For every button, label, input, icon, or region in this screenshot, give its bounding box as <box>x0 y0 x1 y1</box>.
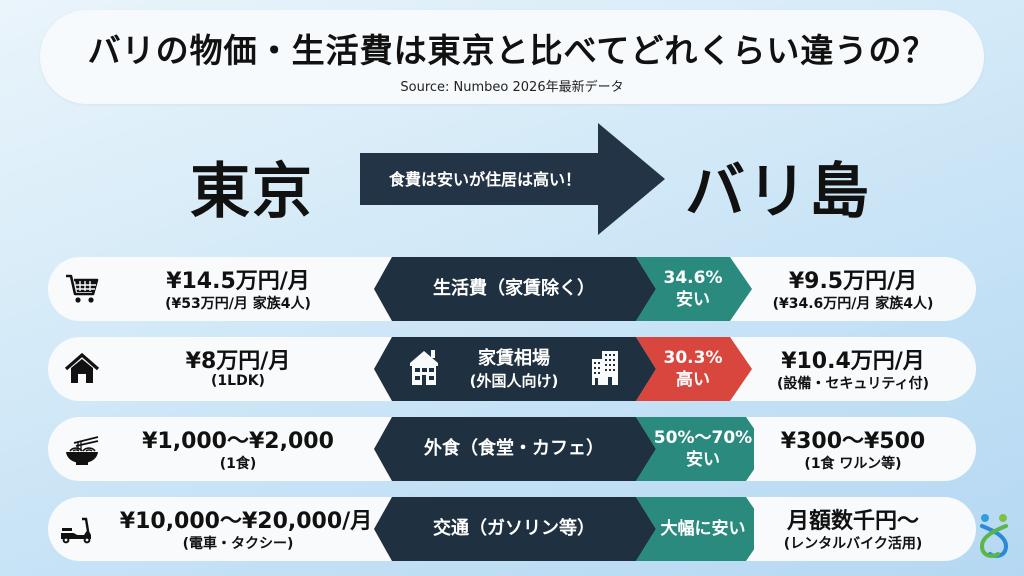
category-title: 外食（食堂・カフェ） <box>424 438 604 459</box>
bali-value: ¥9.5万円/月 <box>788 269 918 294</box>
category-title: 交通（ガソリン等） <box>433 518 595 539</box>
bali-note: (1食 ワルン等) <box>804 456 902 472</box>
tokyo-cell <box>48 257 418 321</box>
bali-note: (レンタルバイク活用) <box>783 536 923 552</box>
bali-note: (設備・セキュリティ付) <box>777 376 929 392</box>
house-icon <box>64 352 100 383</box>
category-ribbon <box>374 337 752 401</box>
bali-value: 月額数千円〜 <box>786 509 919 534</box>
category-title: 家賃相場 <box>478 348 550 369</box>
comparison-row-transport: ¥10,000〜¥20,000/月 (電車・タクシー) 交通（ガソリン等） 大幅… <box>48 497 976 561</box>
shopping-cart-icon <box>66 274 99 303</box>
difference-badge: 大幅に安い <box>638 497 768 561</box>
difference-label: 大幅に安い <box>660 519 746 539</box>
bali-note: (¥34.6万円/月 家族4人) <box>772 296 934 312</box>
bali-value: ¥10.4万円/月 <box>781 349 925 374</box>
scooter-icon <box>61 517 91 544</box>
difference-badge: 34.6% 安い <box>638 257 748 321</box>
difference-percent: 34.6% <box>663 268 723 288</box>
difference-percent: 50%〜70% <box>653 428 753 448</box>
tokyo-value: ¥14.5万円/月 <box>166 269 310 294</box>
difference-badge: 50%〜70% 安い <box>638 417 768 481</box>
category-label: 交通（ガソリン等） <box>394 497 634 561</box>
title-banner: バリの物価・生活費は東京と比べてどれくらい違うの？ Source: Numbeo… <box>40 10 984 104</box>
difference-badge: 30.3% 高い <box>638 337 748 401</box>
page-title: バリの物価・生活費は東京と比べてどれくらい違うの？ <box>87 31 937 70</box>
category-label: 生活費（家賃除く） <box>394 257 634 321</box>
to-city-label: バリ島 <box>685 157 871 227</box>
bali-value: ¥300〜¥500 <box>780 429 926 454</box>
tokyo-note: (¥53万円/月 家族4人) <box>165 296 311 312</box>
comparison-row-rent: ¥8万円/月 (1LDK) 家賃相場 (外国人向け) <box>48 337 976 401</box>
difference-direction: 安い <box>686 450 720 470</box>
comparison-row-dining: ¥1,000〜¥2,000 (1食) 外食（食堂・カフェ） 50%〜70% 安い… <box>48 417 976 481</box>
category-ribbon <box>374 417 754 481</box>
category-subtitle: (外国人向け) <box>469 372 559 390</box>
tokyo-value: ¥10,000〜¥20,000/月 <box>119 509 373 534</box>
difference-direction: 安い <box>676 290 710 310</box>
tokyo-note: (1LDK) <box>211 373 265 389</box>
source-caption: Source: Numbeo 2026年最新データ <box>400 80 624 95</box>
tokyo-note: (電車・タクシー) <box>182 536 294 552</box>
category-ribbon <box>374 257 752 321</box>
category-label: 家賃相場 (外国人向け) <box>394 337 634 401</box>
tokyo-note: (1食) <box>219 456 257 472</box>
arrow-summary-label: 食費は安いが住居は高い！ <box>388 170 581 189</box>
tokyo-cell <box>48 497 418 561</box>
difference-direction: 高い <box>676 370 710 390</box>
tokyo-value: ¥1,000〜¥2,000 <box>142 429 334 454</box>
big-arrow-icon <box>360 123 665 235</box>
comparison-row-living-cost: ¥14.5万円/月 (¥53万円/月 家族4人) 生活費（家賃除く） 34.6%… <box>48 257 976 321</box>
category-label: 外食（食堂・カフェ） <box>394 417 634 481</box>
category-title: 生活費（家賃除く） <box>433 278 595 299</box>
brand-logo-icon <box>979 514 1009 558</box>
tokyo-cell <box>48 337 418 401</box>
noodle-bowl-icon <box>66 436 99 465</box>
tokyo-cell <box>48 417 418 481</box>
from-city-label: 東京 <box>190 157 314 227</box>
difference-percent: 30.3% <box>663 348 723 368</box>
category-ribbon <box>374 497 754 561</box>
tokyo-value: ¥8万円/月 <box>185 349 291 374</box>
